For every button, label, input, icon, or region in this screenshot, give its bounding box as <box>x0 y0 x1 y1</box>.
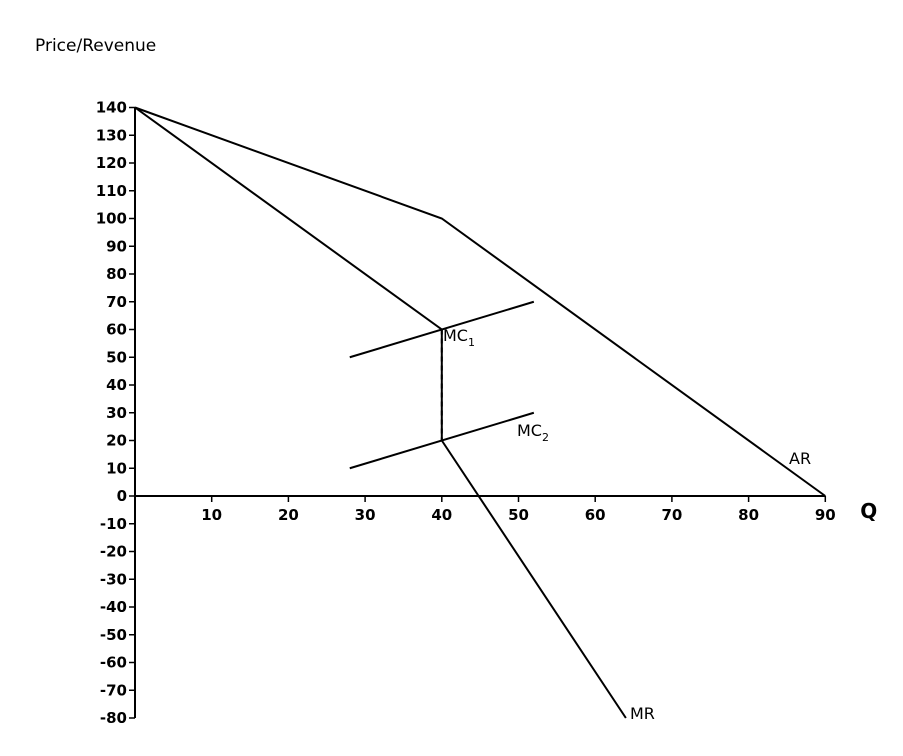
ar-label: AR <box>789 449 811 468</box>
y-tick-label: 0 <box>117 487 127 505</box>
y-tick-label: 50 <box>106 348 127 366</box>
y-tick-label: -60 <box>100 654 127 672</box>
x-tick-label: 90 <box>815 506 836 524</box>
ar-curve <box>134 106 826 497</box>
y-tick-label: 90 <box>106 237 127 255</box>
mr-curve <box>134 106 627 719</box>
y-tick-label: 20 <box>106 432 127 450</box>
y-tick-label: 130 <box>96 126 127 144</box>
x-tick-label: 20 <box>278 506 299 524</box>
y-tick-label: 100 <box>96 210 127 228</box>
y-tick-label: 140 <box>96 99 127 117</box>
x-axis-title: Q <box>860 499 877 523</box>
y-tick-label: -50 <box>100 626 127 644</box>
mr-label: MR <box>630 704 655 723</box>
y-tick-label: -10 <box>100 515 127 533</box>
x-tick-label: 10 <box>201 506 222 524</box>
y-tick-label: 30 <box>106 404 127 422</box>
x-tick-label: 50 <box>508 506 529 524</box>
mc2-label: MC2 <box>517 421 549 444</box>
y-tick-label: -30 <box>100 570 127 588</box>
x-tick-label: 30 <box>355 506 376 524</box>
y-tick-label: 60 <box>106 321 127 339</box>
x-tick-label: 40 <box>431 506 452 524</box>
y-tick-label: 10 <box>106 459 127 477</box>
y-tick-label: -70 <box>100 681 127 699</box>
curves <box>134 106 826 719</box>
axes <box>134 107 826 718</box>
y-tick-label: -40 <box>100 598 127 616</box>
y-axis-title: Price/Revenue <box>35 36 157 56</box>
ticks: 1401301201101009080706050403020100-10-20… <box>96 99 878 728</box>
y-tick-label: 80 <box>106 265 127 283</box>
y-tick-label: 110 <box>96 182 127 200</box>
y-tick-label: -80 <box>100 709 127 727</box>
x-tick-label: 80 <box>738 506 759 524</box>
curve-labels: AR MR MC1 MC2 <box>443 326 811 723</box>
x-tick-label: 60 <box>585 506 606 524</box>
y-tick-label: -20 <box>100 543 127 561</box>
mc1-label: MC1 <box>443 326 475 349</box>
x-tick-label: 70 <box>661 506 682 524</box>
y-tick-label: 40 <box>106 376 127 394</box>
y-tick-label: 120 <box>96 154 127 172</box>
y-tick-label: 70 <box>106 293 127 311</box>
